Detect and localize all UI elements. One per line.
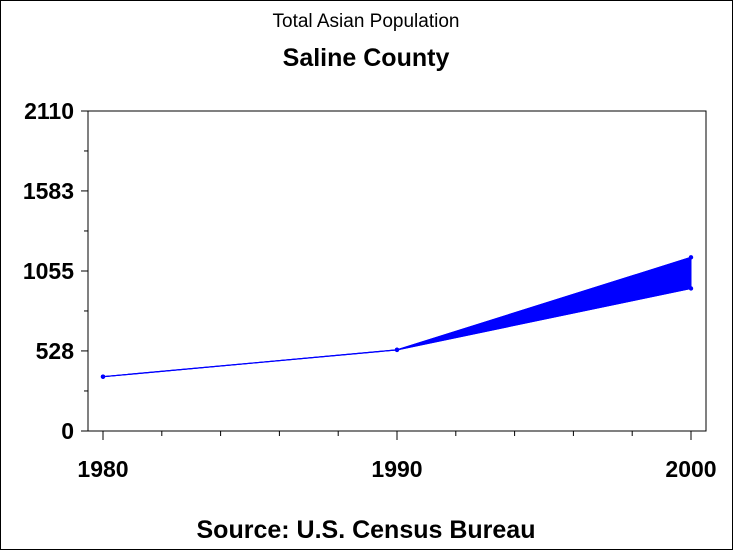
x-axis: 1980 1990 2000 [77,431,717,482]
y-tick-label: 1583 [23,178,74,204]
y-axis: 0 528 1055 1583 2110 [23,98,88,444]
y-tick-label: 0 [61,418,74,444]
series-layer [100,255,694,379]
x-tick-label: 1980 [77,456,128,482]
x-tick-label: 2000 [665,456,716,482]
y-tick-label: 528 [36,338,75,364]
chart-subtitle: Saline County [283,44,450,72]
y-tick-label: 1055 [23,258,74,284]
series-band [102,256,692,378]
data-point-lower [394,347,400,353]
data-point-lower [688,286,694,291]
chart-title: Total Asian Population [273,11,460,32]
source-note: Source: U.S. Census Bureau [197,516,536,544]
y-tick-label: 2110 [24,98,74,124]
data-point [688,255,694,260]
data-point-lower [100,374,106,379]
plot-area [87,110,707,432]
series-line-upper [102,256,692,378]
x-tick-label: 1990 [371,456,422,482]
